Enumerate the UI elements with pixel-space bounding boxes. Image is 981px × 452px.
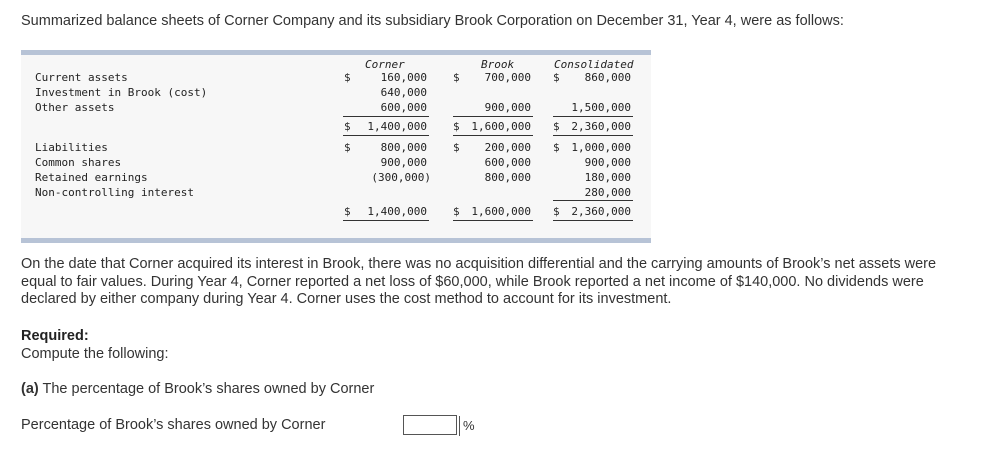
corner-liabilities: 800,000: [380, 141, 427, 154]
corner-total-equity-sign: $: [344, 205, 351, 218]
problem-paragraph: On the date that Corner acquired its int…: [21, 256, 937, 307]
required-subtitle: Compute the following:: [21, 346, 169, 362]
brook-common-shares: 600,000: [484, 156, 531, 169]
part-a-question: (a) The percentage of Brook’s shares own…: [21, 381, 374, 397]
brook-total-equity-sign: $: [453, 205, 460, 218]
corner-dollar-sign: $: [344, 71, 351, 84]
header-brook: Brook: [481, 58, 515, 71]
consolidated-current-assets: 860,000: [584, 71, 631, 84]
required-heading: Required:: [21, 328, 89, 344]
brook-total-liabilities-equity: 1,600,000: [471, 205, 531, 218]
corner-total-liabilities-equity: 1,400,000: [367, 205, 427, 218]
consolidated-total-assets: 2,360,000: [571, 120, 631, 133]
corner-subtotal-rule: [343, 116, 429, 117]
brook-total-rule: [453, 135, 533, 136]
consolidated-total-assets-sign: $: [553, 120, 560, 133]
row-label-liabilities: Liabilities: [35, 141, 108, 154]
corner-total-rule: [343, 135, 429, 136]
consolidated-total-liabilities-equity: 2,360,000: [571, 205, 631, 218]
brook-final-rule: [453, 220, 533, 221]
corner-other-assets: 600,000: [380, 101, 427, 114]
consolidated-total-equity-sign: $: [553, 205, 560, 218]
brook-retained-earnings: 800,000: [484, 171, 531, 184]
part-a-text: The percentage of Brook’s shares owned b…: [38, 381, 375, 397]
row-label-common-shares: Common shares: [35, 156, 122, 169]
corner-liabilities-sign: $: [344, 141, 351, 154]
consolidated-dollar-sign: $: [553, 71, 560, 84]
consolidated-liabilities: 1,000,000: [571, 141, 631, 154]
consolidated-total-rule: [553, 135, 633, 136]
header-corner: Corner: [365, 58, 405, 71]
corner-investment: 640,000: [380, 86, 427, 99]
brook-dollar-sign: $: [453, 71, 460, 84]
brook-current-assets: 700,000: [484, 71, 531, 84]
intro-text: Summarized balance sheets of Corner Comp…: [21, 13, 844, 29]
consolidated-liabilities-sign: $: [553, 141, 560, 154]
brook-total-assets-sign: $: [453, 120, 460, 133]
corner-current-assets: 160,000: [380, 71, 427, 84]
brook-liabilities-sign: $: [453, 141, 460, 154]
consolidated-subtotal-rule: [553, 116, 633, 117]
brook-subtotal-rule: [453, 116, 533, 117]
balance-sheet-table: Corner Brook Consolidated Current assets…: [21, 50, 651, 243]
brook-liabilities: 200,000: [484, 141, 531, 154]
corner-total-assets: 1,400,000: [367, 120, 427, 133]
corner-retained-earnings: (300,000): [371, 171, 431, 184]
row-label-retained-earnings: Retained earnings: [35, 171, 148, 184]
consolidated-common-shares: 900,000: [584, 156, 631, 169]
corner-final-rule: [343, 220, 429, 221]
consolidated-equity-subtotal-rule: [553, 200, 633, 201]
corner-common-shares: 900,000: [380, 156, 427, 169]
brook-other-assets: 900,000: [484, 101, 531, 114]
percent-unit: %: [459, 416, 475, 436]
corner-total-assets-sign: $: [344, 120, 351, 133]
row-label-other-assets: Other assets: [35, 101, 115, 114]
consolidated-retained-earnings: 180,000: [584, 171, 631, 184]
brook-total-assets: 1,600,000: [471, 120, 531, 133]
row-label-current-assets: Current assets: [35, 71, 128, 84]
consolidated-other-assets: 1,500,000: [571, 101, 631, 114]
answer-label: Percentage of Brook’s shares owned by Co…: [21, 417, 326, 433]
part-a-prefix: (a): [21, 381, 39, 397]
percentage-answer-input[interactable]: [403, 415, 457, 435]
header-consolidated: Consolidated: [554, 58, 634, 71]
row-label-investment: Investment in Brook (cost): [35, 86, 208, 99]
consolidated-non-controlling-interest: 280,000: [584, 186, 631, 199]
row-label-non-controlling-interest: Non-controlling interest: [35, 186, 194, 199]
consolidated-final-rule: [553, 220, 633, 221]
